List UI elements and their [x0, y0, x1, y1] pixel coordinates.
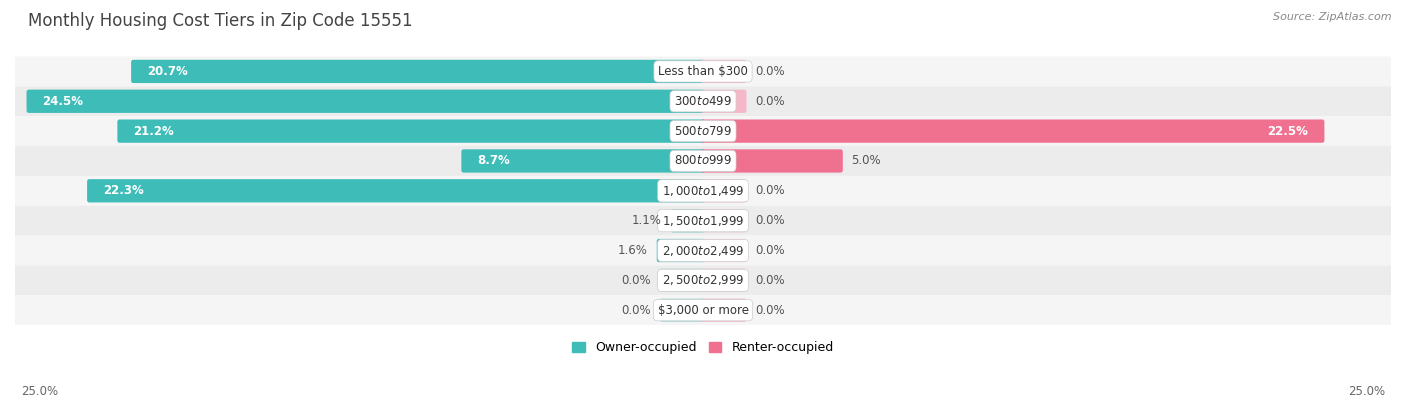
Text: 21.2%: 21.2%	[134, 124, 174, 138]
FancyBboxPatch shape	[659, 298, 706, 322]
FancyBboxPatch shape	[15, 236, 1391, 266]
FancyBboxPatch shape	[15, 206, 1391, 236]
FancyBboxPatch shape	[700, 179, 747, 203]
FancyBboxPatch shape	[700, 298, 747, 322]
Text: 25.0%: 25.0%	[1348, 386, 1385, 398]
FancyBboxPatch shape	[700, 60, 747, 83]
FancyBboxPatch shape	[15, 56, 1391, 86]
Text: 25.0%: 25.0%	[21, 386, 58, 398]
Legend: Owner-occupied, Renter-occupied: Owner-occupied, Renter-occupied	[568, 336, 838, 359]
FancyBboxPatch shape	[461, 149, 706, 173]
FancyBboxPatch shape	[700, 149, 842, 173]
Text: $500 to $799: $500 to $799	[673, 124, 733, 138]
Text: Less than $300: Less than $300	[658, 65, 748, 78]
Text: 0.0%: 0.0%	[755, 244, 785, 257]
Text: 0.0%: 0.0%	[621, 304, 651, 317]
FancyBboxPatch shape	[15, 86, 1391, 116]
FancyBboxPatch shape	[117, 120, 706, 143]
Text: $1,000 to $1,499: $1,000 to $1,499	[662, 184, 744, 198]
Text: 1.1%: 1.1%	[631, 214, 662, 227]
FancyBboxPatch shape	[27, 90, 706, 113]
FancyBboxPatch shape	[700, 90, 747, 113]
Text: Source: ZipAtlas.com: Source: ZipAtlas.com	[1274, 12, 1392, 22]
FancyBboxPatch shape	[671, 209, 706, 232]
Text: 22.3%: 22.3%	[103, 184, 143, 197]
Text: 20.7%: 20.7%	[148, 65, 188, 78]
FancyBboxPatch shape	[657, 239, 706, 262]
FancyBboxPatch shape	[700, 120, 1324, 143]
Text: 0.0%: 0.0%	[621, 274, 651, 287]
Text: 24.5%: 24.5%	[42, 95, 83, 108]
FancyBboxPatch shape	[15, 295, 1391, 325]
Text: 0.0%: 0.0%	[755, 274, 785, 287]
Text: 0.0%: 0.0%	[755, 65, 785, 78]
Text: 0.0%: 0.0%	[755, 214, 785, 227]
Text: 5.0%: 5.0%	[852, 154, 882, 168]
Text: $300 to $499: $300 to $499	[673, 95, 733, 108]
FancyBboxPatch shape	[15, 146, 1391, 176]
FancyBboxPatch shape	[700, 209, 747, 232]
Text: $1,500 to $1,999: $1,500 to $1,999	[662, 214, 744, 228]
FancyBboxPatch shape	[15, 266, 1391, 295]
FancyBboxPatch shape	[15, 176, 1391, 206]
Text: 0.0%: 0.0%	[755, 95, 785, 108]
Text: Monthly Housing Cost Tiers in Zip Code 15551: Monthly Housing Cost Tiers in Zip Code 1…	[28, 12, 413, 30]
FancyBboxPatch shape	[131, 60, 706, 83]
Text: 0.0%: 0.0%	[755, 304, 785, 317]
FancyBboxPatch shape	[15, 116, 1391, 146]
Text: 0.0%: 0.0%	[755, 184, 785, 197]
FancyBboxPatch shape	[87, 179, 706, 203]
FancyBboxPatch shape	[700, 239, 747, 262]
Text: 8.7%: 8.7%	[477, 154, 510, 168]
Text: 1.6%: 1.6%	[619, 244, 648, 257]
FancyBboxPatch shape	[659, 269, 706, 292]
Text: $800 to $999: $800 to $999	[673, 154, 733, 168]
FancyBboxPatch shape	[700, 269, 747, 292]
Text: 22.5%: 22.5%	[1268, 124, 1309, 138]
Text: $2,500 to $2,999: $2,500 to $2,999	[662, 273, 744, 287]
Text: $2,000 to $2,499: $2,000 to $2,499	[662, 244, 744, 257]
Text: $3,000 or more: $3,000 or more	[658, 304, 748, 317]
